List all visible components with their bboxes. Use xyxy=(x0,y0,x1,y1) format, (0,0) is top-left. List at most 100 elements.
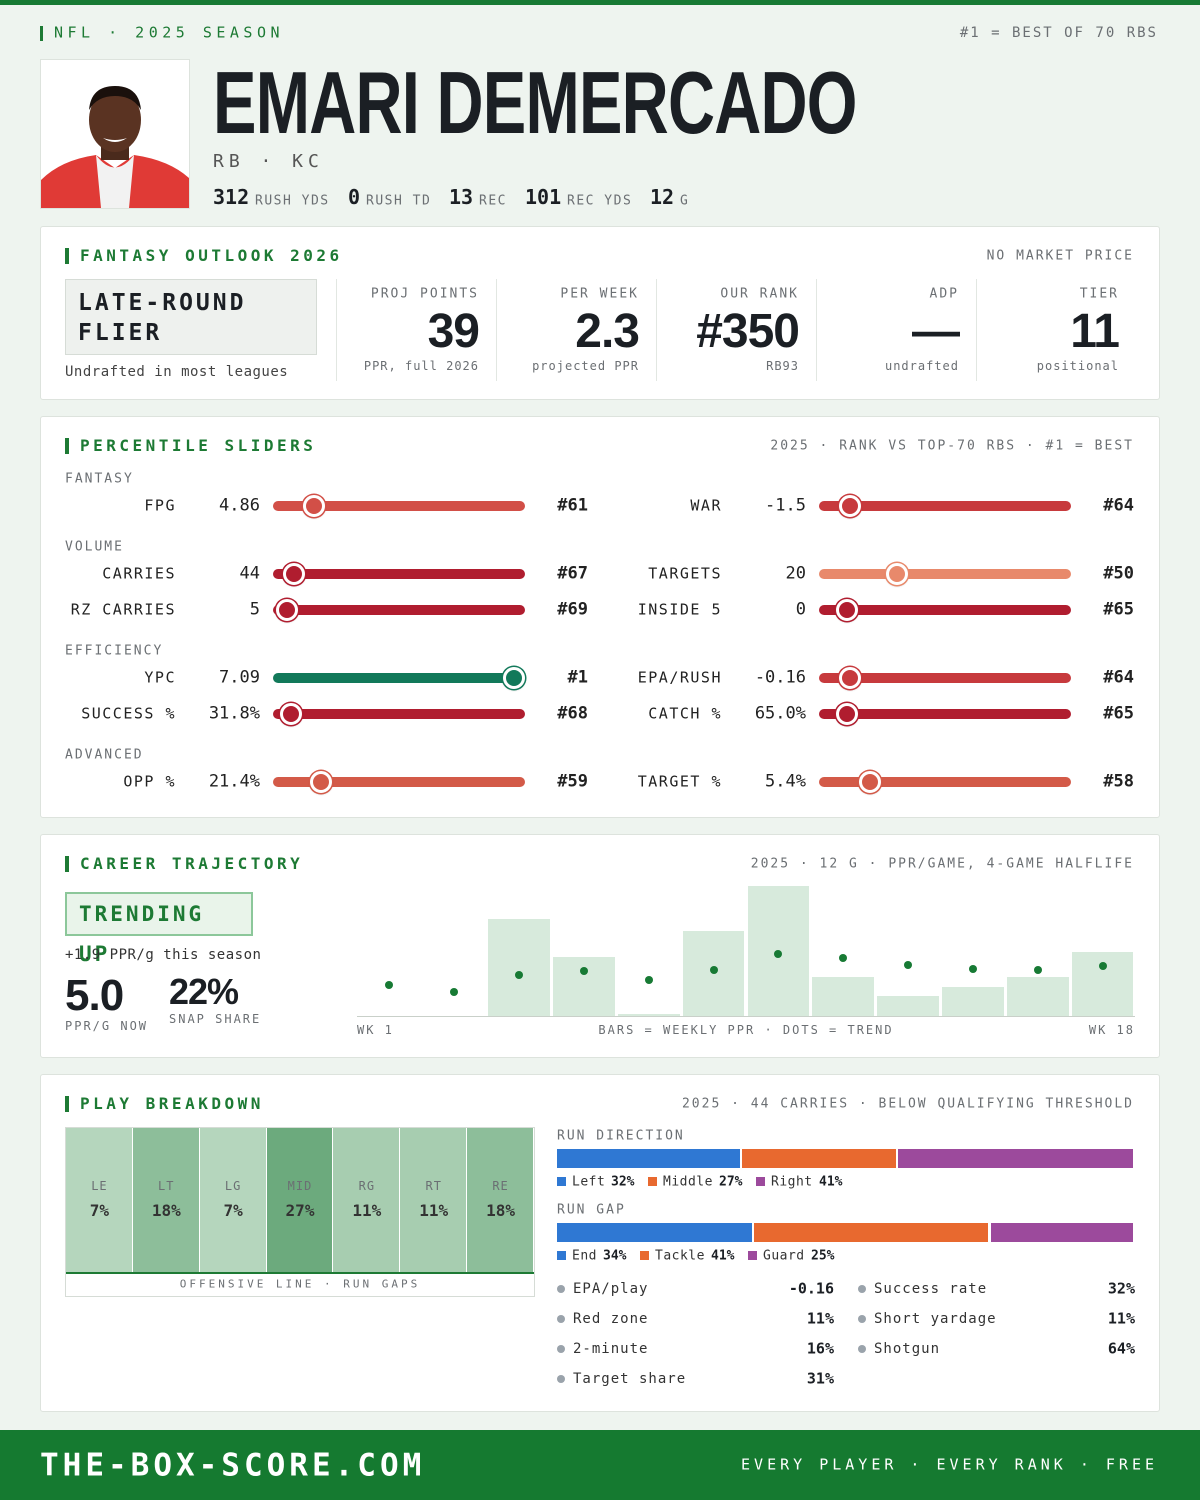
situation-label: Red zone xyxy=(573,1311,649,1327)
slider-rank: #50 xyxy=(1103,563,1134,584)
section-marker xyxy=(65,248,69,264)
slider-knob xyxy=(283,563,305,585)
slider-value: -0.16 xyxy=(754,667,806,688)
situation-value: 16% xyxy=(806,1339,834,1358)
slider-rank: #64 xyxy=(1103,667,1134,688)
slider-track xyxy=(819,777,1071,787)
slider-value: 21.4% xyxy=(208,771,260,792)
legend-value: 34% xyxy=(603,1248,627,1264)
chart-legend: BARS = WEEKLY PPR · DOTS = TREND xyxy=(598,1023,894,1037)
slider-value: 7.09 xyxy=(219,667,260,688)
metric-value: — xyxy=(912,305,960,358)
ppr-now-label: PPR/G NOW xyxy=(65,1019,149,1033)
situation-value: 31% xyxy=(806,1369,834,1388)
slider-track xyxy=(273,501,525,511)
gap-value: 11% xyxy=(352,1201,382,1220)
slider-rank: #69 xyxy=(557,599,588,620)
slider-track xyxy=(819,673,1071,683)
trend-dot xyxy=(709,966,718,974)
slider-value: 4.86 xyxy=(219,495,260,516)
legend-name: End xyxy=(572,1248,597,1264)
legend-swatch xyxy=(748,1251,757,1260)
gap-value: 7% xyxy=(223,1201,243,1220)
section-title: FANTASY OUTLOOK 2026 xyxy=(80,246,343,265)
divider xyxy=(656,279,657,381)
ppr-bar xyxy=(877,996,939,1016)
section-note: NO MARKET PRICE xyxy=(986,248,1134,264)
legend-name: Middle xyxy=(663,1174,713,1190)
stat-value: 12 xyxy=(650,185,675,209)
header-note: #1 = BEST OF 70 RBS xyxy=(959,25,1158,41)
gap-name: LE xyxy=(91,1179,108,1193)
stat-value: 101 xyxy=(525,185,562,209)
footer-site: THE-BOX-SCORE.COM xyxy=(40,1447,426,1484)
legend-value: 27% xyxy=(719,1174,743,1190)
slider-rank: #59 xyxy=(557,771,588,792)
legend-value: 25% xyxy=(811,1248,835,1264)
gap-caption: OFFENSIVE LINE · RUN GAPS xyxy=(179,1277,421,1291)
legend-name: Left xyxy=(572,1174,606,1190)
situation-value: 32% xyxy=(1107,1279,1135,1298)
trend-dot xyxy=(968,965,977,973)
ppr-bar xyxy=(812,977,875,1016)
stat-bullet xyxy=(557,1345,565,1353)
divider xyxy=(976,279,977,381)
metric-label: PROJ POINTS xyxy=(370,286,479,302)
player-photo xyxy=(41,60,189,208)
outlook-tag: LATE-ROUND FLIER xyxy=(65,279,317,355)
stat-value: 13 xyxy=(449,185,474,209)
slider-rank: #61 xyxy=(557,495,588,516)
stat-bullet xyxy=(557,1315,565,1323)
gap-value: 18% xyxy=(151,1201,181,1220)
stat-label: RUSH TD xyxy=(366,193,432,209)
legend-value: 41% xyxy=(819,1174,843,1190)
position-team: RB · KC xyxy=(213,151,324,172)
footer-tagline: EVERY PLAYER · EVERY RANK · FREE xyxy=(741,1455,1158,1474)
slider-track xyxy=(819,501,1071,511)
gap-cell xyxy=(467,1128,533,1273)
group-label: FANTASY xyxy=(65,471,134,487)
section-marker xyxy=(65,856,69,872)
slider-label: OPP % xyxy=(123,772,176,791)
section-note: 2025 · 12 G · PPR/GAME, 4-GAME HALFLIFE xyxy=(750,856,1134,872)
slider-knob xyxy=(276,599,299,621)
slider-rank: #65 xyxy=(1103,703,1134,724)
slider-knob xyxy=(839,495,861,517)
metric-value: 2.3 xyxy=(575,305,640,358)
stat-value: 312 xyxy=(213,185,250,209)
stat-bullet xyxy=(858,1285,866,1293)
trend-dot xyxy=(385,981,394,989)
situation-label: Success rate xyxy=(874,1281,988,1297)
section-marker xyxy=(65,438,69,454)
section-title: PERCENTILE SLIDERS xyxy=(80,436,317,455)
bar-title: RUN DIRECTION xyxy=(557,1128,685,1144)
divider xyxy=(496,279,497,381)
metric-value: #350 xyxy=(696,305,800,358)
footer xyxy=(0,1430,1200,1500)
top-bar xyxy=(0,0,1200,5)
slider-label: SUCCESS % xyxy=(81,704,176,723)
trend-dot xyxy=(904,961,913,969)
slider-value: 44 xyxy=(239,563,260,584)
trend-tag: TRENDING UP xyxy=(65,892,253,966)
trend-dot xyxy=(1033,966,1042,974)
metric-label: ADP xyxy=(929,286,959,302)
snap-share: 22% xyxy=(169,971,239,1012)
card xyxy=(40,416,1160,818)
slider-label: FPG xyxy=(144,496,176,515)
slider-label: CARRIES xyxy=(102,564,176,583)
slider-label: RZ CARRIES xyxy=(70,600,176,619)
legend-swatch xyxy=(557,1177,566,1186)
stack-segment xyxy=(741,1149,896,1168)
stat-bullet xyxy=(858,1345,866,1353)
slider-track xyxy=(273,673,525,683)
slider-knob xyxy=(835,703,858,725)
stat-label: RUSH YDS xyxy=(255,193,330,209)
situation-label: 2-minute xyxy=(573,1341,649,1357)
stat-bullet xyxy=(858,1315,866,1323)
situation-label: Short yardage xyxy=(874,1311,997,1327)
slider-label: TARGETS xyxy=(648,564,722,583)
card xyxy=(40,834,1160,1058)
slider-track xyxy=(273,569,525,579)
